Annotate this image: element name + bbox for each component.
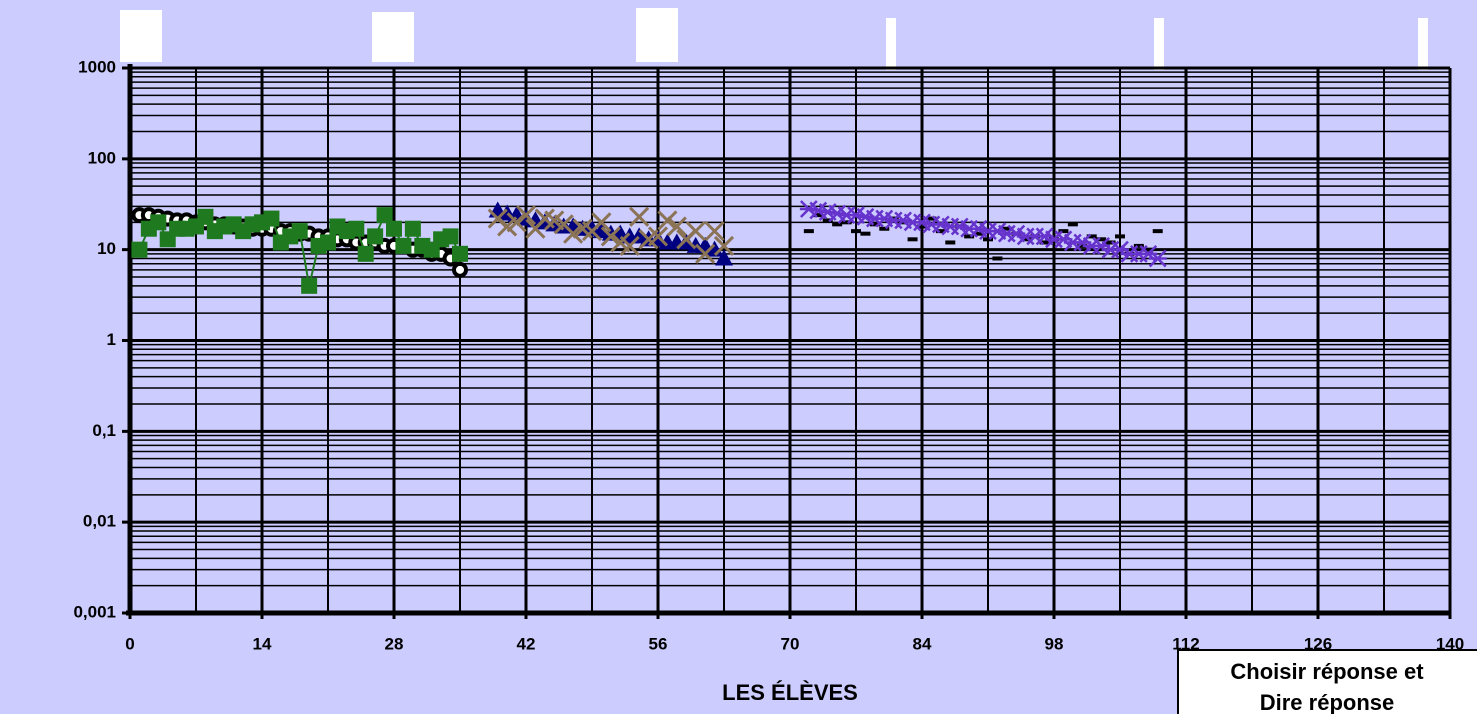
point xyxy=(685,221,706,242)
point xyxy=(301,277,318,294)
x-tick-label: 14 xyxy=(253,634,272,653)
point xyxy=(376,207,393,224)
point xyxy=(291,223,308,240)
point xyxy=(515,205,537,226)
point xyxy=(600,226,621,247)
point xyxy=(131,241,148,258)
y-tick-label: 0,01 xyxy=(83,512,116,531)
marks xyxy=(131,200,1167,294)
point xyxy=(619,235,640,256)
point xyxy=(348,220,365,237)
x-tick-label: 126 xyxy=(1304,634,1332,653)
x-tick-label: 56 xyxy=(649,634,668,653)
y-tick-label: 10 xyxy=(97,239,116,258)
point xyxy=(591,212,612,233)
point xyxy=(386,220,402,237)
point xyxy=(1148,249,1167,268)
point xyxy=(452,245,468,262)
point xyxy=(704,221,725,242)
grid: 0,001 0,01 0,1 1 10 100 1000 0 14 28 42 56 70 84 98 112… xyxy=(73,57,1464,653)
point xyxy=(713,235,735,256)
point xyxy=(395,237,412,254)
point xyxy=(197,208,214,225)
x-tick-label: 84 xyxy=(913,634,932,653)
point xyxy=(695,243,716,264)
point xyxy=(357,245,374,262)
placeholder-box xyxy=(886,18,896,70)
button-label[interactable]: Dire réponse xyxy=(1260,690,1395,714)
point xyxy=(629,206,650,227)
point xyxy=(150,214,167,231)
placeholder-box xyxy=(1418,18,1428,70)
y-tick-label: 100 xyxy=(88,148,116,167)
point xyxy=(657,210,678,231)
x-tick-label: 70 xyxy=(781,634,800,653)
point xyxy=(715,249,733,266)
placeholder-box xyxy=(1154,18,1164,70)
x-axis-title: LES ÉLÈVES xyxy=(722,680,858,705)
point xyxy=(506,212,527,233)
point xyxy=(404,220,421,237)
point xyxy=(442,228,459,245)
x-tick-label: 0 xyxy=(125,634,134,653)
point xyxy=(452,261,468,278)
placeholder-box xyxy=(636,8,678,62)
point xyxy=(320,234,336,251)
point xyxy=(263,210,280,227)
y-tick-label: 0,001 xyxy=(73,602,116,621)
x-tick-label: 112 xyxy=(1172,634,1199,653)
y-tick-label: 1000 xyxy=(78,57,116,76)
x-tick-label: 140 xyxy=(1436,634,1464,653)
point xyxy=(563,223,584,244)
point xyxy=(647,226,669,247)
placeholder-box xyxy=(372,12,414,62)
y-tick-label: 0,1 xyxy=(92,421,116,440)
button-label[interactable]: Choisir réponse et xyxy=(1230,659,1424,684)
point xyxy=(367,228,384,245)
answer-button[interactable] xyxy=(1177,649,1477,714)
x-tick-label: 28 xyxy=(385,634,404,653)
x-tick-label: 42 xyxy=(517,634,536,653)
placeholder-box xyxy=(120,10,162,62)
point xyxy=(666,216,687,237)
y-tick-label: 1 xyxy=(107,330,116,349)
x-tick-label: 98 xyxy=(1045,634,1064,653)
